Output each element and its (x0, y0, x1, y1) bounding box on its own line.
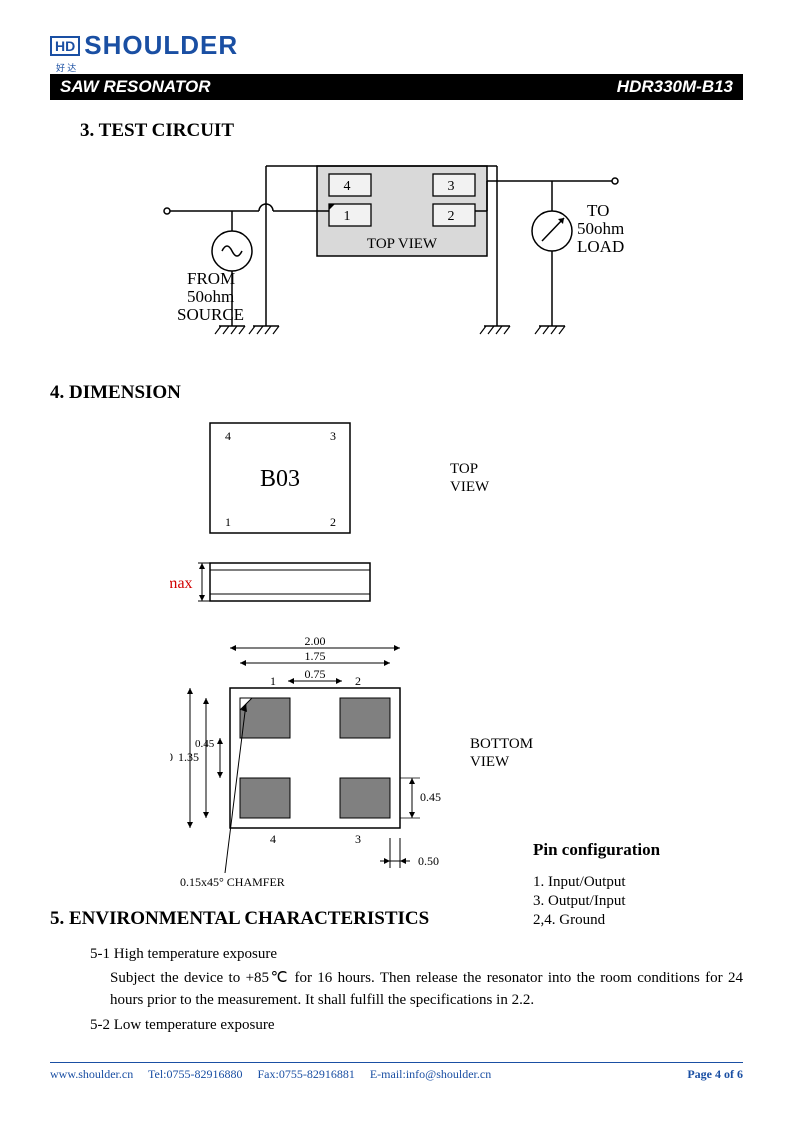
pin-config-l1: 1. Input/Output (533, 874, 733, 891)
circuit-pad-2: 2 (447, 209, 454, 224)
circuit-to-l3: LOAD (577, 237, 624, 256)
bv-cap2: VIEW (470, 754, 510, 770)
footer-tel: Tel:0755-82916880 (148, 1067, 242, 1081)
bv-h-gap: 0.45 (195, 738, 215, 750)
circuit-from-l3: SOURCE (177, 305, 244, 324)
env-body: 5-1 High temperature exposure Subject th… (90, 944, 743, 1037)
bv-h-outer: 1.60 (170, 750, 173, 764)
footer-fax: Fax:0755-82916881 (258, 1067, 355, 1081)
circuit-to-l2: 50ohm (577, 219, 624, 238)
bv-r-edge: 0.50 (418, 854, 439, 868)
title-bar: SAW RESONATOR HDR330M-B13 (50, 74, 743, 100)
title-bar-left: SAW RESONATOR (60, 77, 211, 97)
bv-p3: 3 (355, 832, 361, 846)
bv-p2: 2 (355, 674, 361, 688)
footer-page: Page 4 of 6 (687, 1067, 743, 1082)
bv-w-inner: 1.75 (305, 649, 326, 663)
footer-email: E-mail:info@shoulder.cn (370, 1067, 491, 1081)
pin-configuration: Pin configuration 1. Input/Output 3. Out… (533, 840, 733, 931)
bv-r-padh: 0.45 (420, 790, 441, 804)
env-5-1-body: Subject the device to +85℃ for 16 hours.… (110, 968, 743, 1012)
logo-sub: 好 达 (56, 61, 743, 74)
circuit-topview: TOP VIEW (366, 236, 437, 252)
bv-w-outer: 2.00 (305, 634, 326, 648)
dimension-diagram: 4 3 1 2 B03 TOP VIEW 1.1max (170, 418, 793, 898)
tv-p4: 4 (225, 429, 231, 443)
pin-config-l2: 3. Output/Input (533, 893, 733, 910)
bv-p1: 1 (270, 674, 276, 688)
logo-text: SHOULDER (84, 30, 238, 61)
tv-label: B03 (260, 466, 300, 492)
footer: www.shoulder.cn Tel:0755-82916880 Fax:07… (50, 1062, 743, 1082)
logo: HD SHOULDER (50, 30, 743, 61)
tv-p2: 2 (330, 515, 336, 529)
side-height: 1.1max (170, 575, 193, 592)
env-5-2-title: 5-2 Low temperature exposure (90, 1015, 743, 1037)
section-3-heading: 3. TEST CIRCUIT (80, 120, 743, 142)
circuit-from-l1: FROM (187, 269, 235, 288)
test-circuit-diagram: FROM 50ohm SOURCE 4 3 1 2 TOP VIEW (50, 156, 743, 366)
tv-cap2: VIEW (450, 479, 490, 495)
section-4-heading: 4. DIMENSION (50, 382, 743, 404)
circuit-pad-4: 4 (343, 179, 350, 194)
bv-h-inner: 1.35 (178, 750, 199, 764)
env-5-1-title: 5-1 High temperature exposure (90, 944, 743, 966)
title-bar-right: HDR330M-B13 (617, 77, 733, 97)
logo-mark: HD (50, 36, 80, 56)
bv-w-pad: 0.75 (305, 667, 326, 681)
circuit-from-l2: 50ohm (187, 287, 234, 306)
footer-site: www.shoulder.cn (50, 1067, 133, 1081)
pin-config-l3: 2,4. Ground (533, 912, 733, 929)
circuit-pad-3: 3 (447, 179, 454, 194)
tv-p1: 1 (225, 515, 231, 529)
circuit-to-l1: TO (587, 201, 609, 220)
bv-p4: 4 (270, 832, 276, 846)
tv-p3: 3 (330, 429, 336, 443)
pin-config-title: Pin configuration (533, 840, 733, 860)
tv-cap1: TOP (450, 461, 478, 477)
footer-left: www.shoulder.cn Tel:0755-82916880 Fax:07… (50, 1067, 503, 1082)
circuit-pad-1: 1 (343, 209, 350, 224)
bv-chamfer: 0.15x45° CHAMFER (180, 875, 285, 889)
bv-cap1: BOTTOM (470, 736, 533, 752)
